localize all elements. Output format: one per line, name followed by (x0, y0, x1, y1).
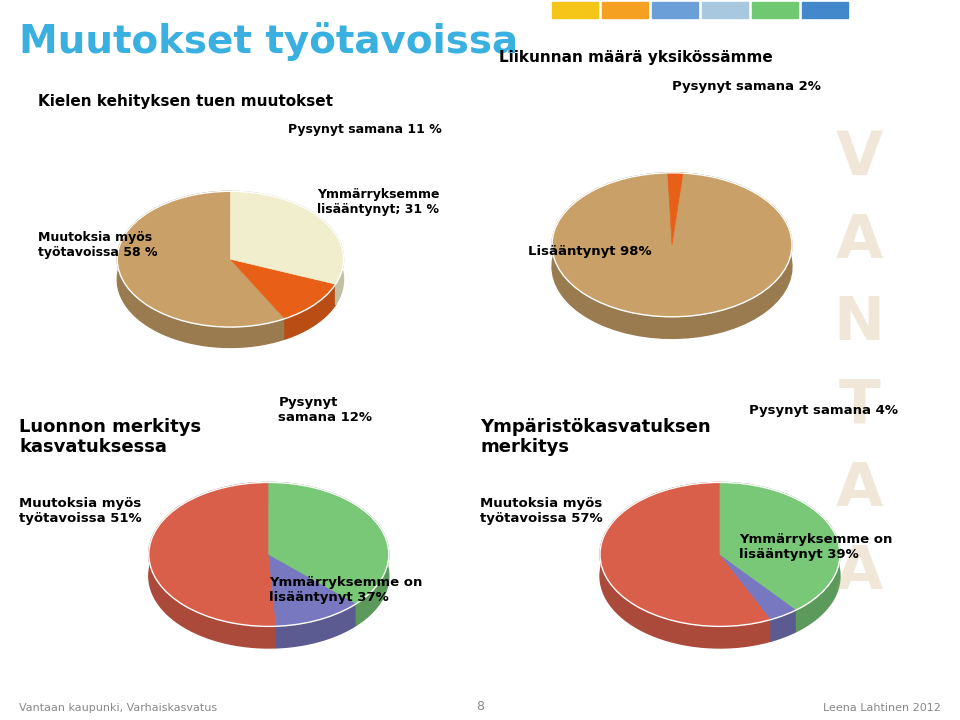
Text: Pysynyt samana 4%: Pysynyt samana 4% (749, 404, 898, 417)
Text: Muutoksia myös
työtavoissa 57%: Muutoksia myös työtavoissa 57% (480, 498, 603, 525)
Polygon shape (285, 284, 336, 339)
Text: 8: 8 (476, 700, 484, 713)
Text: N: N (833, 294, 885, 354)
Polygon shape (117, 192, 285, 327)
Polygon shape (230, 192, 344, 284)
Text: V: V (835, 129, 883, 188)
Text: Ymmärryksemme on
lisääntynyt 39%: Ymmärryksemme on lisääntynyt 39% (739, 534, 893, 561)
Text: Leena Lahtinen 2012: Leena Lahtinen 2012 (823, 703, 941, 713)
Text: Pysynyt samana 11 %: Pysynyt samana 11 % (288, 123, 442, 136)
Text: A: A (835, 543, 883, 602)
Polygon shape (720, 482, 840, 610)
Polygon shape (552, 173, 792, 317)
Text: Vantaan kaupunki, Varhaiskasvatus: Vantaan kaupunki, Varhaiskasvatus (19, 703, 217, 713)
Text: Pysynyt
samana 12%: Pysynyt samana 12% (278, 397, 372, 424)
Polygon shape (600, 482, 771, 626)
Polygon shape (600, 482, 771, 648)
Text: Muutoksia myös
työtavoissa 58 %: Muutoksia myös työtavoissa 58 % (38, 231, 157, 258)
Polygon shape (230, 259, 336, 319)
Text: Luonnon merkitys
kasvatuksessa: Luonnon merkitys kasvatuksessa (19, 418, 202, 456)
Text: A: A (835, 460, 883, 519)
Polygon shape (276, 603, 356, 648)
Polygon shape (269, 482, 389, 603)
Text: A: A (835, 212, 883, 271)
Polygon shape (269, 482, 389, 625)
Text: Lisääntynyt 98%: Lisääntynyt 98% (528, 246, 652, 258)
Polygon shape (668, 173, 683, 245)
Polygon shape (552, 173, 792, 338)
Polygon shape (149, 482, 276, 648)
Polygon shape (149, 482, 276, 626)
Text: Kielen kehityksen tuen muutokset: Kielen kehityksen tuen muutokset (38, 94, 333, 109)
Text: Liikunnan määrä yksikössämme: Liikunnan määrä yksikössämme (499, 50, 773, 66)
Text: Muutokset työtavoissa: Muutokset työtavoissa (19, 22, 518, 60)
Text: Muutoksia myös
työtavoissa 51%: Muutoksia myös työtavoissa 51% (19, 498, 142, 525)
Polygon shape (230, 192, 344, 305)
Text: T: T (838, 377, 880, 436)
Text: Ymmärryksemme on
lisääntynyt 37%: Ymmärryksemme on lisääntynyt 37% (269, 577, 422, 604)
Text: Ymmärryksemme
lisääntynyt; 31 %: Ymmärryksemme lisääntynyt; 31 % (317, 188, 440, 215)
Text: Pysynyt samana 2%: Pysynyt samana 2% (672, 80, 821, 93)
Polygon shape (117, 192, 285, 348)
Polygon shape (771, 610, 797, 641)
Polygon shape (668, 173, 683, 194)
Polygon shape (720, 554, 797, 619)
Polygon shape (269, 554, 356, 626)
Polygon shape (720, 482, 840, 631)
Text: Ympäristökasvatuksen
merkitys: Ympäristökasvatuksen merkitys (480, 418, 710, 456)
